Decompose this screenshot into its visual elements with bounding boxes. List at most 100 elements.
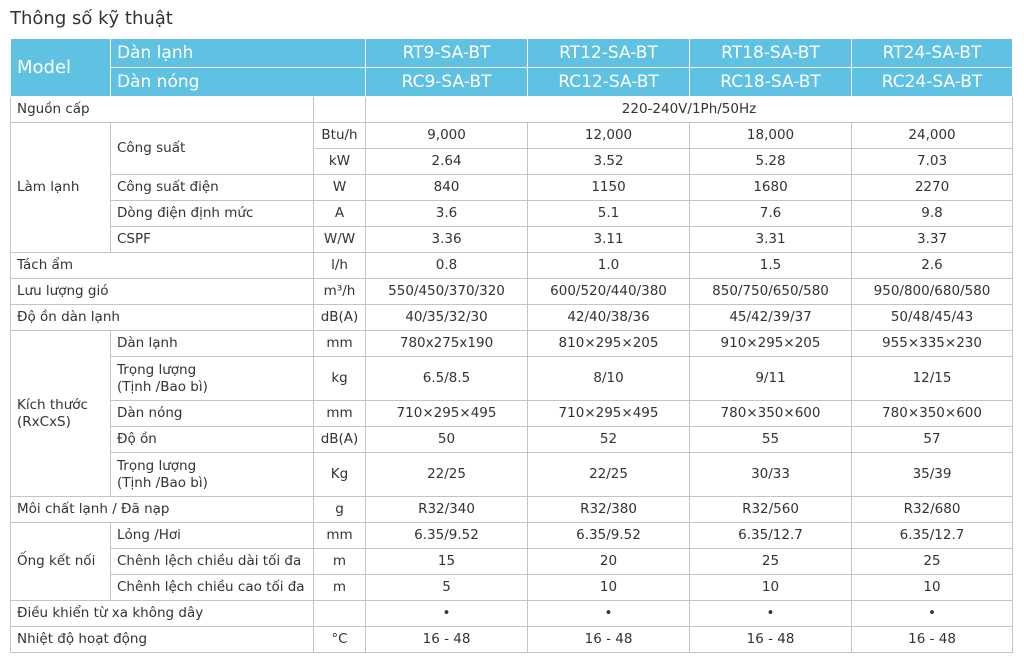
unit-cell: mm <box>312 400 367 427</box>
value-cell: 57 <box>851 426 1014 453</box>
value-cell: 30/33 <box>689 452 853 497</box>
spec-row: Dàn nóng mm 710×295×495 710×295×495 780×350×… <box>11 400 1014 427</box>
indoor-model: RT9-SA-BT <box>365 38 529 68</box>
value-cell: 2.64 <box>365 148 529 175</box>
outdoor-model: RC9-SA-BT <box>365 67 529 97</box>
spec-row: Trọng lượng (Tịnh /Bao bì) kg 6.5/8.5 8/10 9… <box>11 356 1014 401</box>
unit-cell: m <box>312 548 367 575</box>
value-cell: • <box>527 600 691 627</box>
value-cell: 1680 <box>689 174 853 201</box>
value-cell: 850/750/650/580 <box>689 278 853 305</box>
unit-cell: m³/h <box>312 278 367 305</box>
item-label: CSPF <box>110 226 314 253</box>
item-label: Công suất điện <box>110 174 314 201</box>
item-label: Trọng lượng (Tịnh /Bao bì) <box>110 452 314 497</box>
group-label: Làm lạnh <box>10 122 111 253</box>
value-cell: • <box>689 600 853 627</box>
value-cell: 20 <box>527 548 691 575</box>
group-label: Ống kết nối <box>10 522 111 601</box>
table-head: Model Dàn lạnh RT9-SA-BT RT12-SA-BT RT18-SA-… <box>10 38 1014 97</box>
item-label: Chênh lệch chiều dài tối đa <box>110 548 314 575</box>
row-label: Điều khiển từ xa không dây <box>10 600 314 627</box>
spec-row: Làm lạnh Công suất Btu/h 9,000 12,000 18,000 2… <box>10 122 1014 253</box>
page-title: Thông số kỹ thuật <box>10 8 173 29</box>
unit-cell: °C <box>312 626 367 653</box>
unit-cell: l/h <box>312 252 367 279</box>
value-cell: 5.28 <box>689 148 853 175</box>
value-cell: 10 <box>689 574 853 601</box>
item-label: Dàn nóng <box>110 400 314 427</box>
value-cell: 9/11 <box>689 356 853 401</box>
value-cell: R32/380 <box>527 496 691 523</box>
value-cell: 16 - 48 <box>851 626 1014 653</box>
value-cell: 3.37 <box>851 226 1014 253</box>
spec-row: CSPF W/W 3.36 3.11 3.31 3.37 <box>11 226 1014 253</box>
row-label: Tách ẩm <box>10 252 314 279</box>
spec-row: Độ ồn dB(A) 50 52 55 57 <box>11 426 1014 453</box>
value-cell: 3.36 <box>365 226 529 253</box>
header-row: Dàn nóng RC9-SA-BT RC12-SA-BT RC18-SA-BT RC2… <box>11 67 1014 97</box>
value-cell: R32/680 <box>851 496 1014 523</box>
value-cell: 780x275x190 <box>365 330 529 357</box>
value-cell: 3.6 <box>365 200 529 227</box>
value-cell: 6.35/9.52 <box>365 522 529 549</box>
value-cell: 1.5 <box>689 252 853 279</box>
value-cell: 15 <box>365 548 529 575</box>
item-label: Chênh lệch chiều cao tối đa <box>110 574 314 601</box>
unit-cell: g <box>312 496 367 523</box>
outdoor-model: RC18-SA-BT <box>689 67 853 97</box>
value-cell: 3.11 <box>527 226 691 253</box>
value-cell: R32/340 <box>365 496 529 523</box>
indoor-label: Dàn lạnh <box>109 38 367 68</box>
group-label: Kích thước (RxCxS) <box>10 330 111 497</box>
spec-row: Công suất điện W 840 1150 1680 2270 <box>11 174 1014 201</box>
value-cell: 220-240V/1Ph/50Hz <box>365 96 1014 123</box>
value-cell: 950/800/680/580 <box>851 278 1014 305</box>
row-label: Độ ồn dàn lạnh <box>10 304 314 331</box>
value-cell: 7.6 <box>689 200 853 227</box>
value-cell: 710×295×495 <box>365 400 529 427</box>
value-cell: 9,000 <box>365 122 529 149</box>
value-cell: 5 <box>365 574 529 601</box>
spec-row: Điều khiển từ xa không dây • • • • <box>10 600 1014 627</box>
model-label: Model <box>10 38 111 97</box>
unit-cell: A <box>312 200 367 227</box>
item-label: Công suất <box>110 122 314 175</box>
value-cell: 10 <box>527 574 691 601</box>
value-cell: 25 <box>689 548 853 575</box>
value-cell: 780×350×600 <box>851 400 1014 427</box>
value-cell: 35/39 <box>851 452 1014 497</box>
value-cell: 40/35/32/30 <box>365 304 529 331</box>
value-cell: 18,000 <box>689 122 853 149</box>
value-cell: 955×335×230 <box>851 330 1014 357</box>
unit-cell: dB(A) <box>312 304 367 331</box>
value-cell: 1150 <box>527 174 691 201</box>
value-cell: 25 <box>851 548 1014 575</box>
value-cell: 45/42/39/37 <box>689 304 853 331</box>
value-cell: 5.1 <box>527 200 691 227</box>
value-cell: 3.52 <box>527 148 691 175</box>
value-cell: • <box>365 600 529 627</box>
value-cell: 600/520/440/380 <box>527 278 691 305</box>
value-cell: 6.35/12.7 <box>851 522 1014 549</box>
value-cell: 9.8 <box>851 200 1014 227</box>
row-label: Nhiệt độ hoạt động <box>10 626 314 653</box>
spec-row: Nhiệt độ hoạt động °C 16 - 48 16 - 48 16 - 4… <box>10 626 1014 653</box>
row-label: Nguồn cấp <box>10 96 314 123</box>
spec-row: Dòng điện định mức A 3.6 5.1 7.6 9.8 <box>11 200 1014 227</box>
value-cell: 50/48/45/43 <box>851 304 1014 331</box>
value-cell: 55 <box>689 426 853 453</box>
table-body: Nguồn cấp 220-240V/1Ph/50Hz Làm lạnh Công s… <box>10 96 1014 653</box>
value-cell: 0.8 <box>365 252 529 279</box>
value-cell: 12,000 <box>527 122 691 149</box>
unit-cell <box>312 600 367 627</box>
item-label: Dàn lạnh <box>110 330 314 357</box>
spec-row: Kích thước (RxCxS) Dàn lạnh mm 780x275x190 8… <box>10 330 1014 497</box>
value-cell: 710×295×495 <box>527 400 691 427</box>
value-cell: 22/25 <box>527 452 691 497</box>
value-cell: 840 <box>365 174 529 201</box>
spec-row: kW 2.64 3.52 5.28 7.03 <box>11 148 1014 175</box>
value-cell: 550/450/370/320 <box>365 278 529 305</box>
